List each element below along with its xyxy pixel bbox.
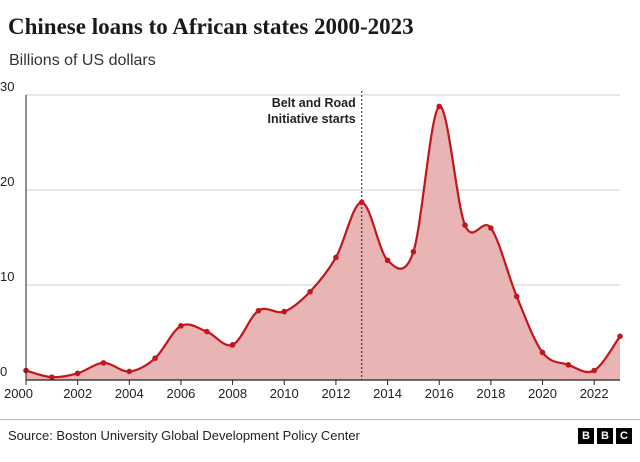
points-layer — [23, 103, 623, 380]
x-tick-label-2016: 2016 — [425, 386, 454, 401]
data-point-2011 — [307, 288, 313, 295]
annotation-layer: Belt and Road Initiative starts — [268, 91, 363, 380]
data-point-2007 — [203, 328, 210, 335]
annotation-label-line-2: Initiative starts — [268, 112, 356, 126]
x-tick-label-2018: 2018 — [476, 386, 505, 401]
data-point-2017 — [462, 222, 468, 228]
data-point-2018 — [488, 225, 494, 231]
bbc-logo: B B C — [578, 428, 632, 444]
data-point-2012 — [333, 254, 339, 261]
x-tick-label-2022: 2022 — [580, 386, 609, 401]
footer-divider — [0, 419, 640, 420]
source-note: Source: Boston University Global Develop… — [8, 428, 360, 443]
data-point-2016 — [436, 103, 443, 110]
data-point-2023 — [617, 333, 623, 340]
loans-area-chart: Belt and Road Initiative starts 0 10 20 30 20… — [0, 79, 623, 401]
y-tick-label-30: 30 — [0, 79, 14, 94]
logo-letter-b2: B — [597, 428, 613, 444]
series-area-fill — [26, 106, 620, 381]
data-point-2010 — [281, 308, 288, 315]
data-point-2015 — [410, 248, 417, 255]
y-tick-label-0: 0 — [0, 364, 7, 379]
data-point-2003 — [100, 360, 107, 366]
data-point-2013 — [358, 199, 365, 206]
x-tick-label-2008: 2008 — [218, 386, 247, 401]
y-tick-label-10: 10 — [0, 269, 14, 284]
data-point-2020 — [539, 349, 546, 356]
x-tick-label-2000: 2000 — [4, 386, 33, 401]
data-point-2019 — [513, 293, 520, 300]
x-tick-label-2012: 2012 — [321, 386, 350, 401]
axes-layer: 0 10 20 30 2000 2002 2004 2006 2008 2010 2012 2014 2… — [0, 79, 620, 401]
data-point-2021 — [565, 362, 572, 368]
data-point-2004 — [126, 368, 133, 375]
data-point-2022 — [591, 367, 597, 374]
chart-title: Chinese loans to African states 2000-202… — [8, 14, 414, 39]
data-point-2005 — [152, 355, 158, 361]
data-point-2002 — [74, 370, 81, 377]
x-tick-label-2004: 2004 — [115, 386, 144, 401]
annotation-label-line-1: Belt and Road — [272, 96, 356, 110]
y-tick-label-20: 20 — [0, 174, 14, 189]
data-point-2014 — [384, 257, 391, 264]
data-point-2006 — [178, 323, 184, 329]
data-point-2008 — [229, 342, 236, 348]
logo-letter-c: C — [616, 428, 632, 444]
x-tick-label-2002: 2002 — [63, 386, 92, 401]
x-tick-label-2014: 2014 — [373, 386, 402, 401]
area-layer — [25, 105, 621, 381]
logo-letter-b1: B — [578, 428, 594, 444]
chart-subtitle: Billions of US dollars — [9, 52, 156, 69]
x-tick-label-2010: 2010 — [270, 386, 299, 401]
data-point-2001 — [49, 374, 55, 380]
data-point-2009 — [255, 307, 262, 314]
x-tick-label-2006: 2006 — [166, 386, 195, 401]
x-tick-label-2020: 2020 — [528, 386, 557, 401]
